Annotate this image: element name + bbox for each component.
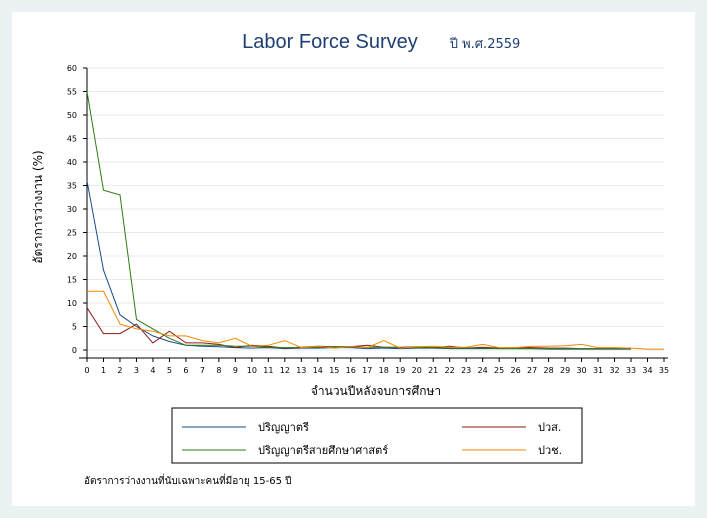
x-tick-label: 1 [101,366,106,375]
x-tick-label: 24 [478,366,488,375]
footnote: อัตราการว่างงานที่นับเฉพาะคนที่มีอายุ 15… [84,473,292,487]
y-axis-title: อัตราการว่างงาน (%) [31,150,45,263]
y-tick-label: 60 [67,64,77,73]
x-tick-label: 2 [117,366,122,375]
x-tick-label: 18 [379,366,389,375]
legend: ปริญญาตรี ปวส. ปริญญาตรีสายศึกษาศาสตร์ ปวช. [171,407,583,464]
x-tick-label: 35 [659,366,669,375]
y-tick-label: 0 [72,346,77,355]
x-tick-label: 10 [247,366,257,375]
x-tick-label: 5 [167,366,172,375]
x-tick-label: 0 [84,366,89,375]
y-tick-label: 40 [67,158,77,167]
x-tick-label: 13 [296,366,306,375]
y-tick-label: 35 [67,182,77,191]
x-tick-label: 27 [527,366,537,375]
chart-subtitle: ปี พ.ศ.2559 [449,36,521,52]
x-tick-label: 25 [494,366,504,375]
x-tick-label: 7 [200,366,205,375]
legend-label: ปวช. [538,444,562,457]
y-tick-label: 50 [67,111,77,120]
y-tick-label: 45 [67,135,77,144]
x-tick-label: 22 [445,366,455,375]
x-tick-label: 4 [150,366,155,375]
chart-title: Labor Force Survey [242,31,418,53]
y-tick-label: 15 [67,276,77,285]
x-tick-label: 16 [346,366,356,375]
x-tick-label: 28 [544,366,554,375]
y-tick-label: 5 [72,323,77,332]
y-tick-label: 30 [67,205,77,214]
y-tick-label: 25 [67,229,77,238]
series-line-1 [86,307,632,350]
x-tick-label: 30 [576,366,586,375]
gridlines [87,67,664,351]
x-tick-label: 20 [412,366,422,375]
x-tick-label: 31 [593,366,603,375]
x-tick-label: 14 [313,366,323,375]
x-axis-title: จำนวนปีหลังจบการศึกษา [311,384,441,398]
x-tick-label: 12 [280,366,290,375]
y-tick-label: 55 [67,88,77,97]
legend-box [171,407,583,464]
x-tick-label: 33 [626,366,636,375]
x-tick-label: 8 [216,366,221,375]
x-tick-label: 6 [183,366,188,375]
series-line-3 [87,290,664,350]
series-lines [86,91,664,350]
y-tick-label: 20 [67,252,77,261]
x-tick-label: 15 [329,366,339,375]
legend-label: ปวส. [538,421,561,434]
x-tick-label: 3 [134,366,139,375]
x-tick-label: 21 [428,366,438,375]
y-tick-label: 10 [67,299,77,308]
x-tick-label: 9 [233,366,238,375]
x-tick-label: 32 [609,366,619,375]
legend-label: ปริญญาตรี [258,421,309,434]
x-tick-label: 11 [263,366,273,375]
legend-label: ปริญญาตรีสายศึกษาศาสตร์ [258,444,388,457]
x-tick-label: 23 [461,366,471,375]
x-tick-label: 19 [395,366,405,375]
x-tick-label: 29 [560,366,570,375]
x-tick-label: 26 [511,366,521,375]
x-tick-label: 34 [642,366,652,375]
x-tick-label: 17 [362,366,372,375]
